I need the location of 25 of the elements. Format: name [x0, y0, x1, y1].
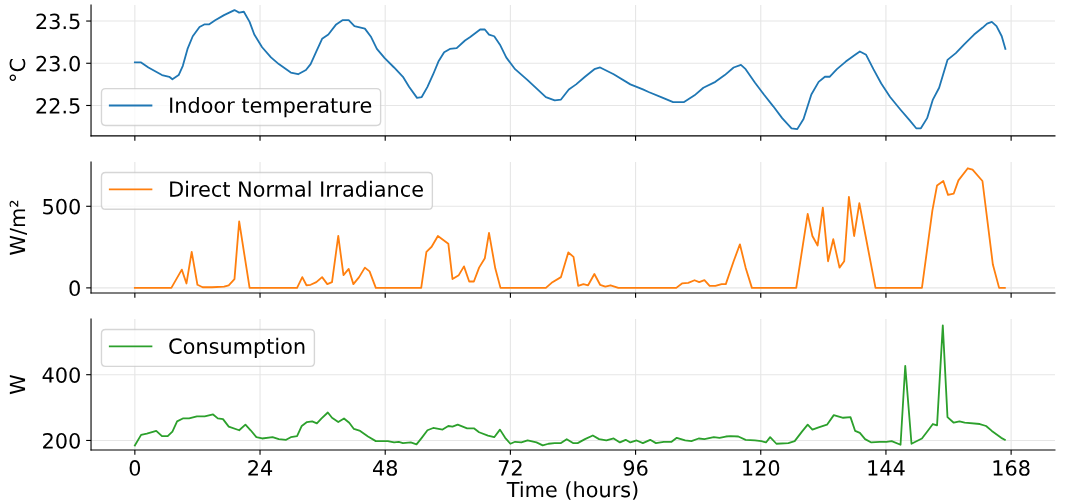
y-axis-title: W	[9, 374, 26, 395]
y-tick-label: 23.0	[36, 55, 80, 72]
y-tick-label: 0	[69, 280, 80, 297]
y-axis-title: °C	[9, 59, 26, 81]
x-axis-title: Time (hours)	[506, 481, 638, 500]
y-tick-label: 23.5	[36, 13, 80, 30]
x-tick-label: 72	[498, 460, 522, 476]
y-axis-title: W/m²	[9, 200, 27, 255]
legend-label: Direct Normal Irradiance	[170, 180, 423, 197]
y-tick-label: 200	[43, 432, 80, 449]
legend-label: Consumption	[169, 337, 305, 359]
line-series	[133, 324, 1006, 447]
x-tick-label: 48	[372, 460, 398, 476]
x-tick-label: 144	[868, 460, 905, 476]
x-tick-label: 0	[129, 460, 141, 476]
x-tick-label: 168	[993, 460, 1030, 476]
line-series	[133, 167, 1006, 289]
y-tick-label: 22.5	[36, 97, 80, 114]
y-tick-label: 500	[43, 198, 80, 215]
x-tick-label: 24	[248, 460, 273, 476]
x-tick-label: 96	[623, 460, 648, 476]
legend-label: Indoor temperature	[170, 96, 372, 118]
y-tick-label: 400	[42, 367, 80, 383]
line-series	[133, 9, 1007, 131]
x-tick-label: 120	[743, 460, 780, 476]
